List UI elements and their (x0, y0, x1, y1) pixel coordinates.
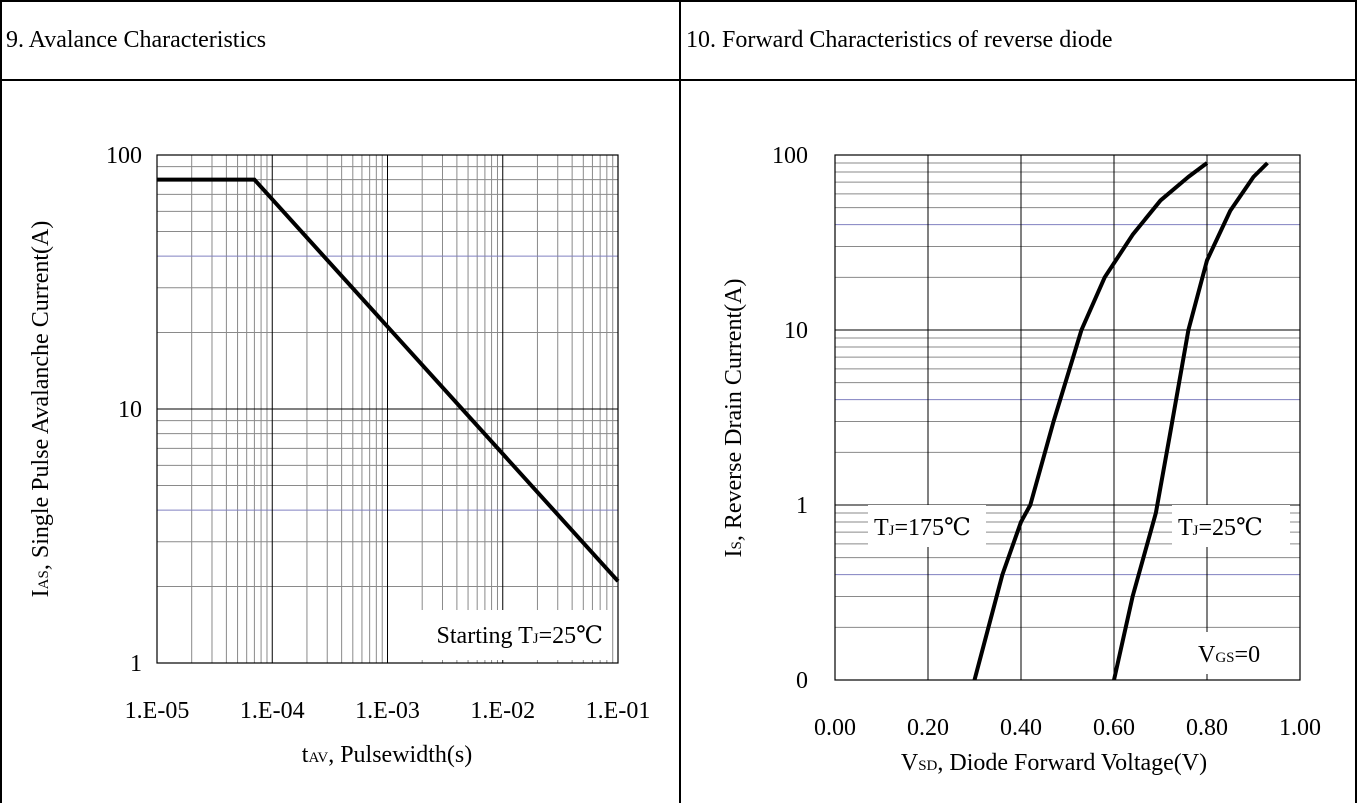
x-axis-label: tAV, Pulsewidth(s) (302, 742, 472, 768)
x-tick-label: 1.E-01 (586, 698, 651, 724)
x-tick-label: 0.60 (1093, 715, 1135, 741)
label-tj-25: TJ=25℃ (1178, 515, 1263, 541)
annotation-background (390, 610, 612, 660)
vgs-annotation: VGS=0 (1198, 642, 1260, 668)
avalanche-current-line (157, 177, 620, 583)
x-tick-label: 0.00 (814, 715, 856, 741)
x-tick-label: 1.E-03 (355, 698, 420, 724)
x-tick-label: 1.E-04 (240, 698, 305, 724)
y-tick-label: 0 (796, 668, 808, 694)
starting-tj-annotation: Starting TJ=25℃ (437, 623, 603, 649)
label-tj-175: TJ=175℃ (874, 515, 971, 541)
y-tick-label: 100 (106, 143, 142, 169)
y-axis-label: IS, Reverse Drain Current(A) (721, 279, 747, 558)
forward-diode-chart: 0.00 0.20 0.40 0.60 0.80 1.00 0 1 10 100 TJ=175℃ TJ… (721, 143, 1321, 776)
curve-tj-25 (1112, 161, 1269, 681)
x-tick-label: 1.E-02 (470, 698, 535, 724)
avalanche-chart: 1.E-05 1.E-04 1.E-03 1.E-02 1.E-01 1 10 100 Star… (28, 143, 650, 768)
y-tick-label: 10 (784, 318, 808, 344)
x-tick-label: 1.E-05 (125, 698, 190, 724)
x-tick-label: 0.80 (1186, 715, 1228, 741)
x-axis-label: VSD, Diode Forward Voltage(V) (901, 750, 1207, 776)
annotation-background (1190, 632, 1296, 674)
x-tick-label: 0.20 (907, 715, 949, 741)
x-tick-label: 0.40 (1000, 715, 1042, 741)
right-panel-title: 10. Forward Characteristics of reverse d… (686, 26, 1113, 53)
y-tick-label: 1 (130, 651, 142, 677)
left-panel-title: 9. Avalance Characteristics (6, 26, 267, 53)
plot-border (156, 154, 619, 664)
curve-tj-175 (972, 161, 1209, 681)
y-tick-label: 100 (772, 143, 808, 169)
y-tick-label: 10 (118, 397, 142, 423)
y-axis-label: IAS, Single Pulse Avalanche Current(A) (28, 221, 54, 598)
label-background (868, 505, 986, 547)
label-background (1172, 505, 1290, 547)
x-tick-label: 1.00 (1279, 715, 1321, 741)
y-tick-label: 1 (796, 493, 808, 519)
plot-border (834, 154, 1301, 681)
